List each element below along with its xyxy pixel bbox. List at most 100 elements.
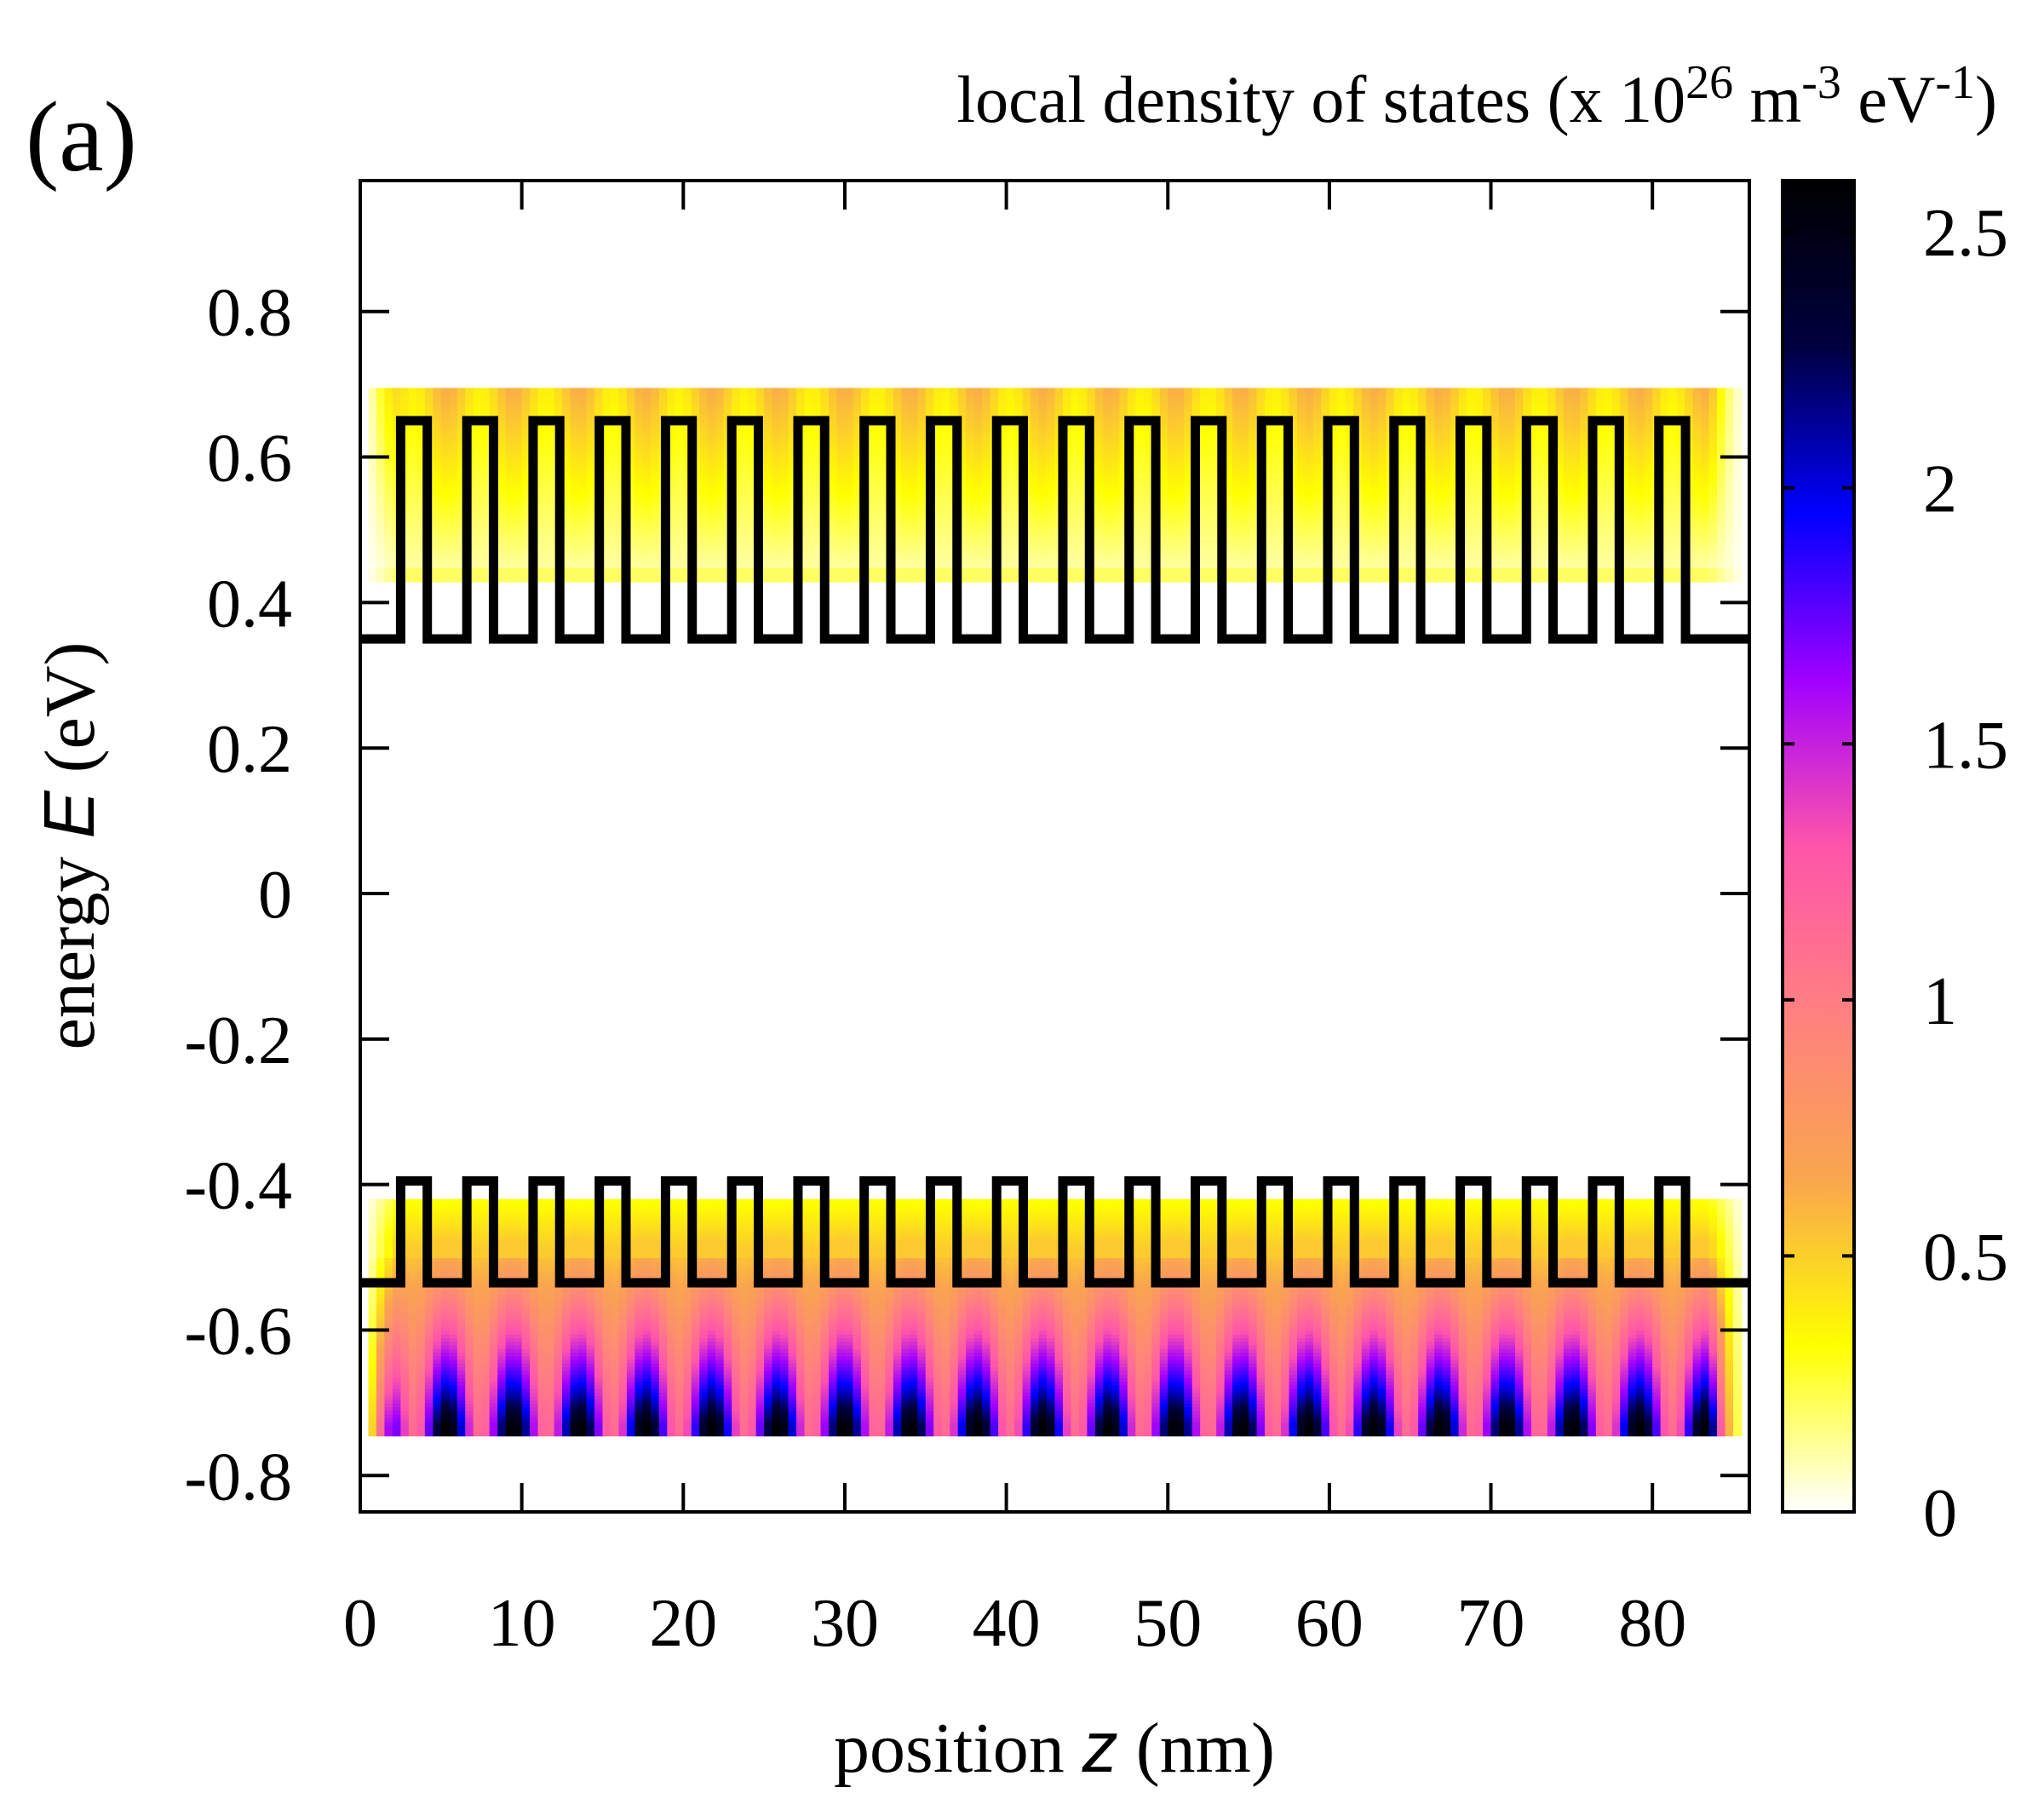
heatmap-cell [658,402,669,407]
heatmap-cell [408,491,418,497]
heatmap-cell [497,578,507,583]
heatmap-cell [416,402,426,407]
heatmap-cell [570,549,580,555]
heatmap-cell [433,520,442,526]
heatmap-cell [651,495,660,500]
heatmap-cell [416,509,426,514]
heatmap-cell [675,542,685,547]
heatmap-cell [642,574,652,579]
heatmap-cell [449,474,458,479]
heatmap-cell [764,524,773,529]
heatmap-cell [578,506,588,511]
heatmap-cell [675,556,685,561]
heatmap-cell [465,399,474,404]
heatmap-cell [602,430,611,436]
heatmap-cell [626,524,636,529]
heatmap-cell [376,535,386,540]
heatmap-cell [408,524,418,529]
heatmap-cell [634,495,644,500]
heatmap-cell [456,452,467,457]
heatmap-cell [481,535,491,540]
heatmap-cell [416,477,426,482]
heatmap-cell [481,388,491,393]
heatmap-cell [748,535,757,540]
heatmap-cell [626,503,636,508]
heatmap-cell [562,538,571,543]
heatmap-cell [642,538,652,543]
heatmap-cell [440,520,451,526]
heatmap-cell [505,405,515,411]
heatmap-cell [764,509,773,514]
heatmap-cell [384,556,393,561]
heatmap-cell [440,445,451,450]
heatmap-cell [642,448,652,454]
heatmap-cell [715,506,725,511]
heatmap-cell [618,412,628,418]
heatmap-cell [651,571,660,576]
heatmap-cell [505,459,515,464]
heatmap-cell [473,506,483,511]
heatmap-cell [748,553,757,558]
heatmap-cell [707,438,717,443]
heatmap-cell [416,495,426,500]
heatmap-cell [368,549,377,555]
heatmap-cell [715,430,725,436]
heatmap-cell [433,513,442,518]
heatmap-cell [433,503,442,508]
heatmap-cell [739,553,749,558]
heatmap-cell [546,463,555,468]
heatmap-cell [667,477,676,482]
heatmap-cell [675,474,685,479]
heatmap-cell [368,538,377,543]
heatmap-cell [384,388,393,393]
heatmap-cell [602,427,611,432]
heatmap-cell [578,441,588,446]
heatmap-cell [570,560,580,565]
heatmap-cell [780,427,789,432]
heatmap-cell [546,498,555,504]
heatmap-cell [707,553,717,558]
heatmap-cell [376,560,386,565]
heatmap-cell [481,452,491,457]
heatmap-cell [384,516,393,522]
heatmap-cell [440,417,451,422]
heatmap-cell [376,452,386,457]
heatmap-cell [699,566,709,572]
heatmap-cell [820,391,830,396]
heatmap-cell [715,463,725,468]
heatmap-cell [683,399,692,404]
heatmap-cell [804,578,814,583]
heatmap-cell [440,545,451,550]
heatmap-cell [610,434,620,440]
heatmap-cell [408,399,418,404]
heatmap-cell [764,538,773,543]
heatmap-cell [764,459,773,464]
heatmap-cell [610,563,620,568]
heatmap-cell [481,438,491,443]
heatmap-cell [578,531,588,537]
heatmap-cell [456,391,467,396]
heatmap-cell [586,474,595,479]
heatmap-cell [699,445,709,450]
heatmap-cell [456,477,467,482]
heatmap-cell [715,399,725,404]
heatmap-cell [610,535,620,540]
heatmap-cell [497,452,507,457]
heatmap-cell [456,520,467,526]
heatmap-cell [675,498,685,504]
heatmap-cell [610,516,620,522]
panel-label: (a) [26,81,137,193]
heatmap-cell [456,549,467,555]
heatmap-cell [481,571,491,576]
heatmap-cell [521,474,531,479]
heatmap-cell [473,498,483,504]
heatmap-cell [521,560,531,565]
heatmap-cell [618,399,628,404]
heatmap-cell [376,506,386,511]
heatmap-cell [626,574,636,579]
heatmap-cell [651,538,660,543]
heatmap-cell [489,402,499,407]
heatmap-cell [804,423,814,428]
heatmap-cell [610,556,620,561]
heatmap-cell [537,463,548,468]
